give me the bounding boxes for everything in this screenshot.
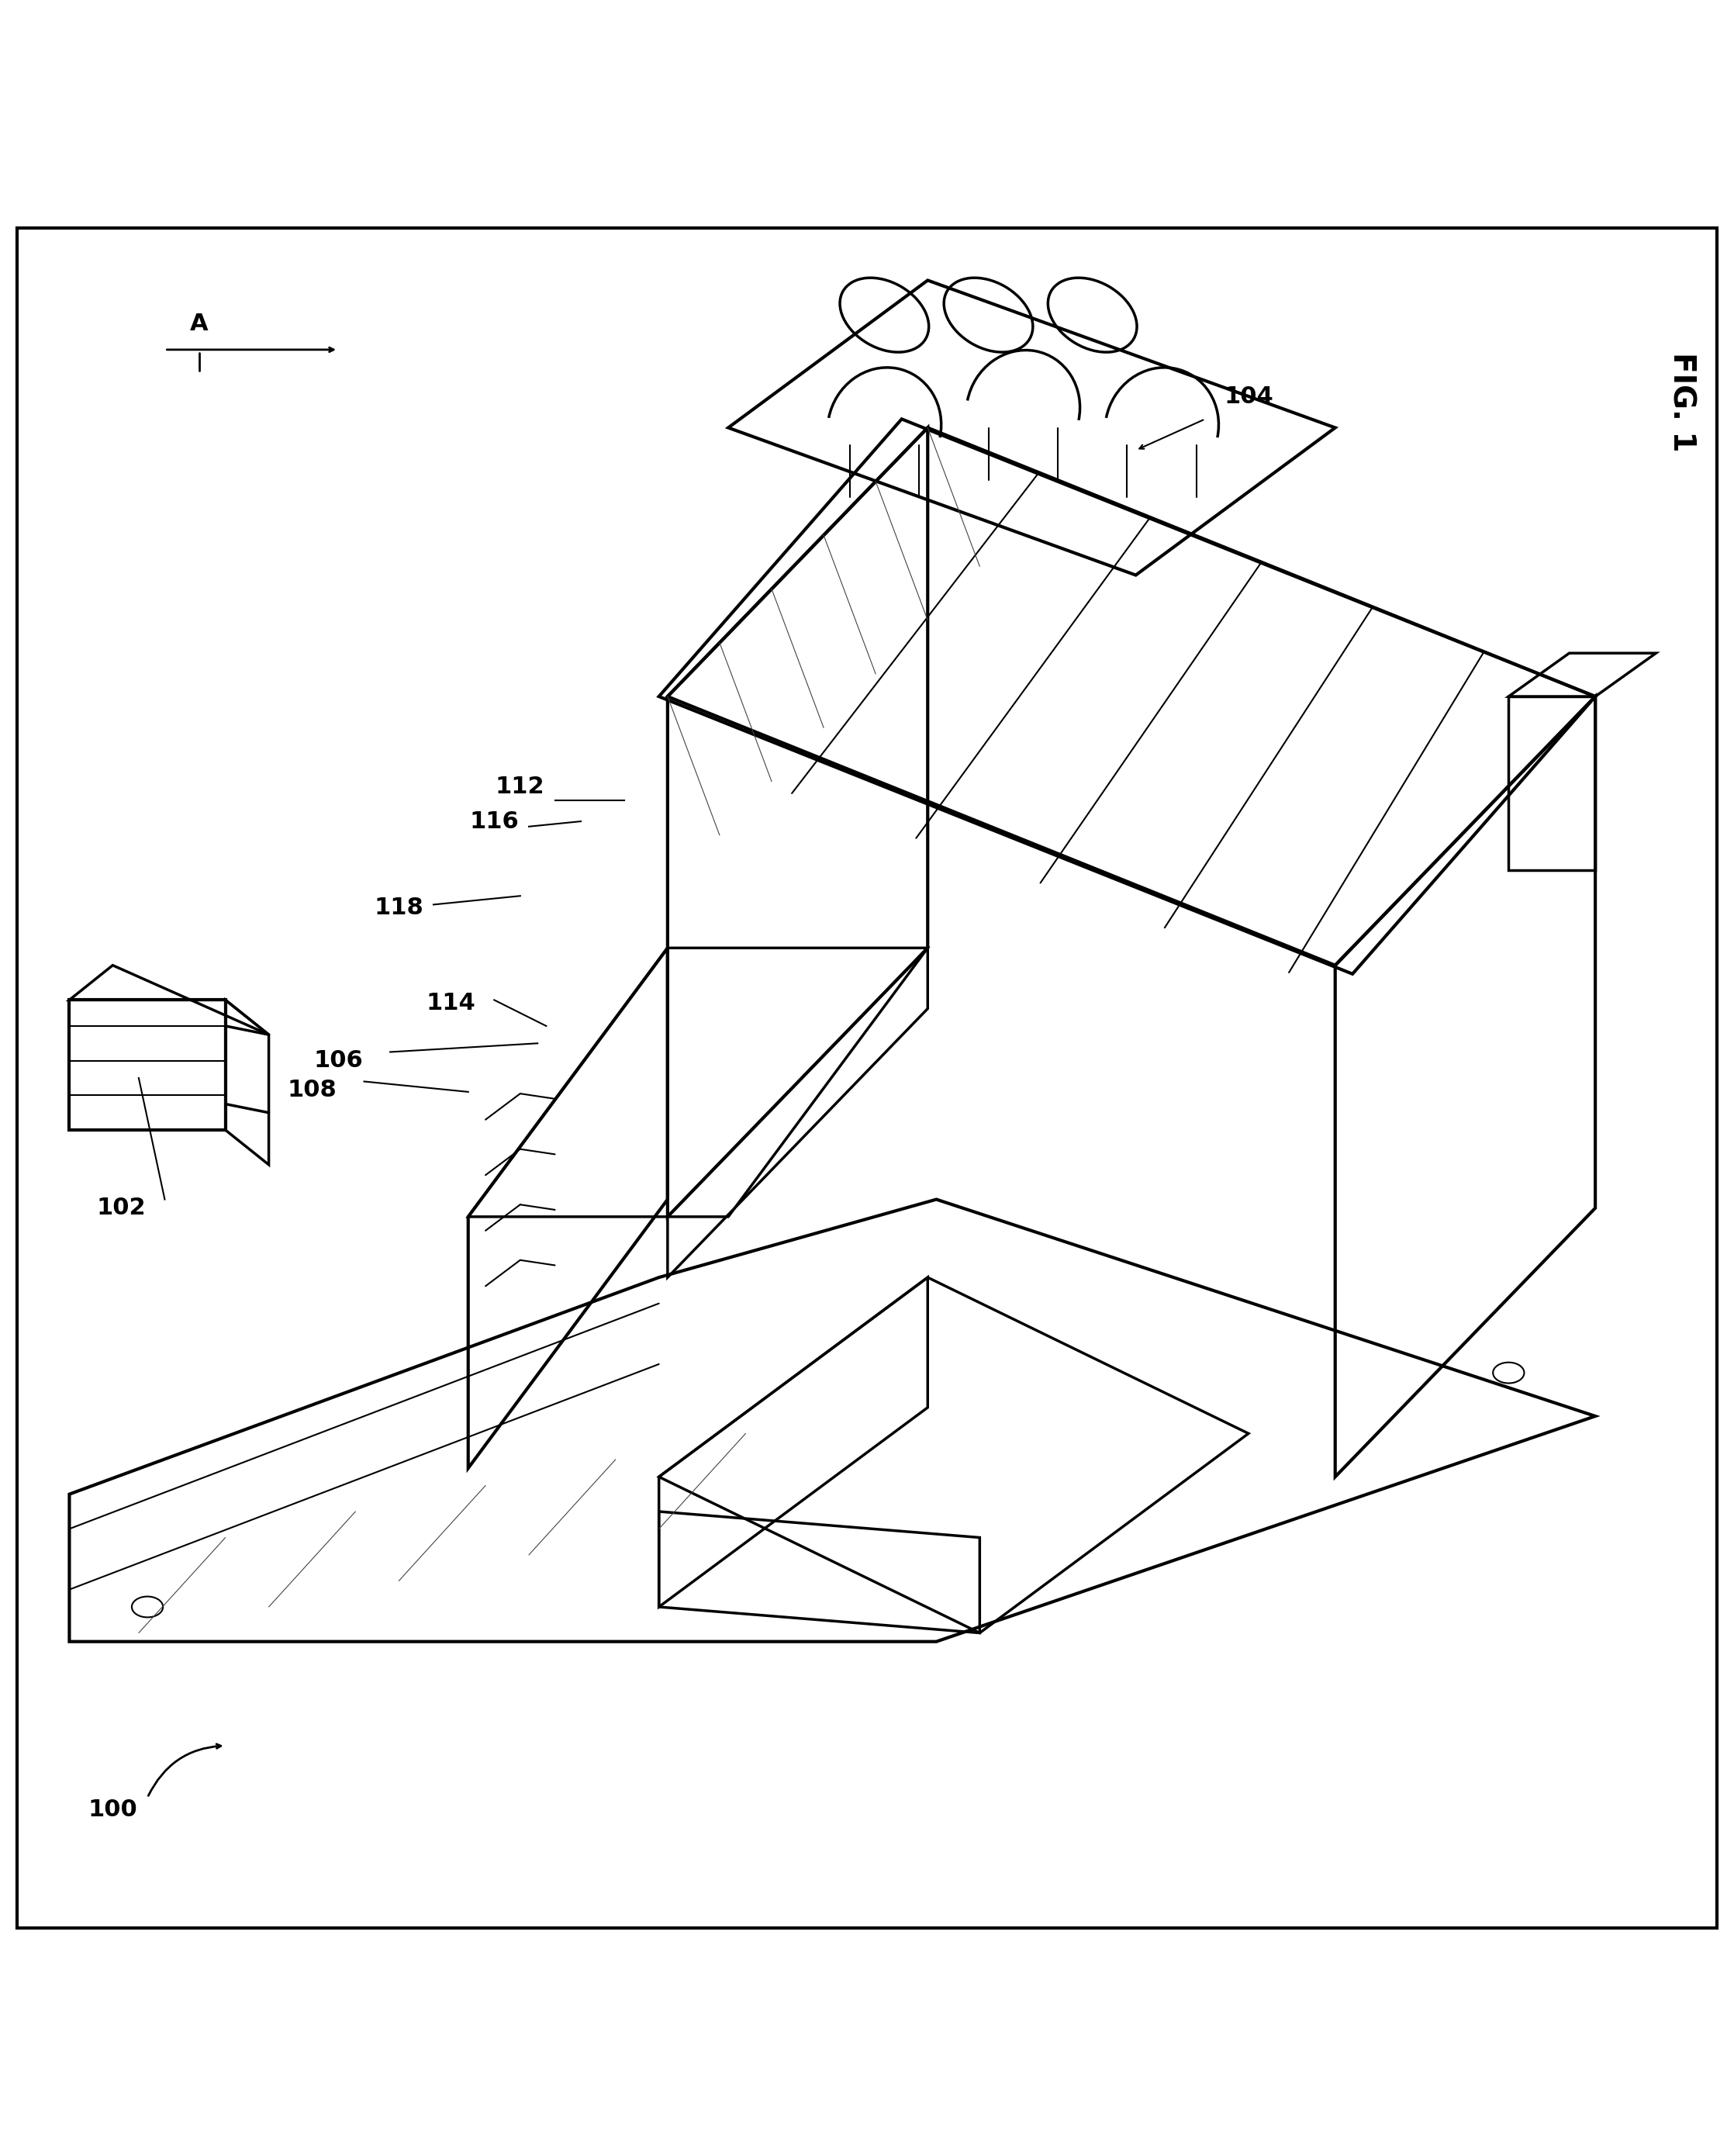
Text: 100: 100	[88, 1798, 137, 1822]
Text: 104: 104	[1224, 386, 1273, 407]
Text: 108: 108	[288, 1078, 336, 1102]
Text: 112: 112	[496, 776, 544, 798]
Text: 116: 116	[470, 811, 518, 832]
Text: 118: 118	[375, 897, 423, 918]
Text: 106: 106	[314, 1050, 362, 1072]
Text: 114: 114	[427, 992, 475, 1015]
Text: 102: 102	[97, 1197, 146, 1220]
Text: FIG. 1: FIG. 1	[1668, 351, 1696, 451]
Text: A: A	[191, 313, 208, 334]
